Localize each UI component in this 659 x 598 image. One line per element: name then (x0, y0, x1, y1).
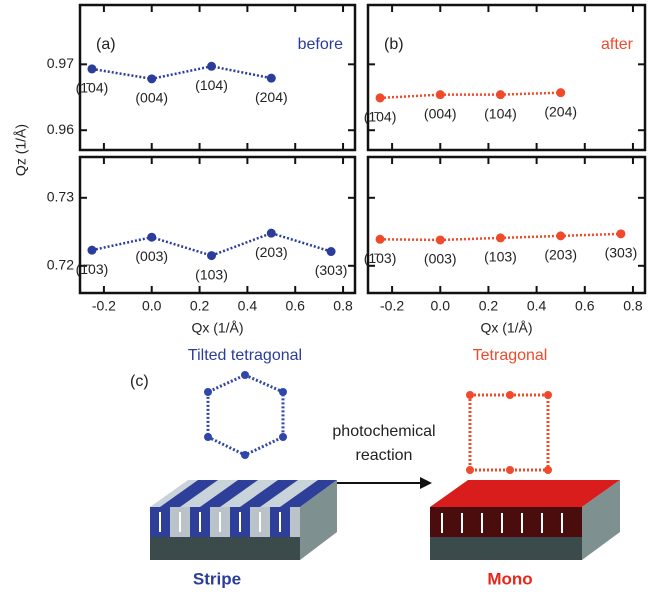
right-title: Tetragonal (473, 347, 548, 364)
data-point (556, 88, 566, 98)
data-point (266, 73, 276, 83)
panel-label: (c) (130, 373, 149, 390)
x-tick-label: 0.6 (285, 298, 305, 314)
y-tick-label: 0.73 (47, 189, 74, 205)
series-line (91, 231, 332, 257)
data-point (147, 74, 157, 84)
point-label: (204) (544, 103, 577, 119)
data-point (375, 234, 385, 244)
y-axis-label: Qz (1/Å) (13, 124, 29, 176)
point-label: (303) (315, 262, 348, 278)
point-label: (1̄04) (76, 80, 109, 96)
point-label: (104) (484, 105, 517, 121)
data-point (375, 93, 385, 103)
x-axis-label: Qx (1/Å) (191, 320, 243, 336)
point-label: (1̄03) (364, 250, 397, 266)
data-point (147, 232, 157, 242)
point-label: (103) (195, 266, 228, 282)
series-tag: after (601, 36, 634, 53)
data-point (495, 90, 505, 100)
data-point (207, 61, 217, 71)
x-tick-label: -0.2 (380, 298, 404, 314)
data-point (616, 229, 626, 239)
right-caption: Mono (487, 569, 532, 588)
arrow-text: photochemical (332, 423, 435, 440)
point-label: (203) (544, 247, 577, 263)
point-label: (103) (484, 249, 517, 265)
plot-frame (78, 155, 357, 295)
diagram-shapes (150, 371, 620, 560)
series-line (379, 91, 561, 100)
x-tick-label: 0.2 (190, 298, 210, 314)
plot-frame (366, 155, 647, 295)
x-tick-label: 0.8 (623, 298, 643, 314)
data-point (435, 235, 445, 245)
x-tick-label: 0.6 (575, 298, 595, 314)
point-label: (1̄03) (76, 261, 109, 277)
left-caption: Stripe (193, 569, 241, 588)
point-label: (004) (424, 105, 457, 121)
series-line (91, 65, 272, 81)
x-tick-label: 0.0 (142, 298, 162, 314)
point-label: (303) (605, 245, 638, 261)
x-tick-label: 0.4 (527, 298, 547, 314)
x-tick-label: 0.2 (479, 298, 499, 314)
x-axis-label: Qx (1/Å) (480, 320, 532, 336)
y-tick-label: 0.96 (47, 121, 74, 137)
point-label: (1̄04) (364, 109, 397, 125)
data-point (87, 64, 97, 74)
point-label: (003) (135, 248, 168, 264)
y-tick-label: 0.97 (47, 55, 74, 71)
data-point (87, 245, 97, 255)
data-point (266, 228, 276, 238)
plot-frame (366, 3, 647, 152)
left-title: Tilted tetragonal (188, 347, 302, 364)
panel-label: (a) (96, 36, 116, 53)
point-label: (003) (424, 251, 457, 267)
x-tick-label: 0.8 (333, 298, 353, 314)
y-tick-label: 0.72 (47, 257, 74, 273)
data-point (207, 251, 217, 261)
point-label: (004) (135, 90, 168, 106)
data-point (556, 231, 566, 241)
data-point (495, 233, 505, 243)
arrow-text: reaction (356, 447, 413, 464)
x-tick-label: 0.4 (238, 298, 258, 314)
data-point (435, 90, 445, 100)
panel-label: (b) (384, 36, 404, 53)
plot-frame (78, 3, 357, 152)
x-tick-label: -0.2 (92, 298, 116, 314)
point-label: (203) (255, 244, 288, 260)
data-point (326, 247, 336, 257)
point-label: (104) (195, 77, 228, 93)
series-tag: before (298, 36, 343, 53)
x-tick-label: 0.0 (431, 298, 451, 314)
point-label: (204) (255, 89, 288, 105)
